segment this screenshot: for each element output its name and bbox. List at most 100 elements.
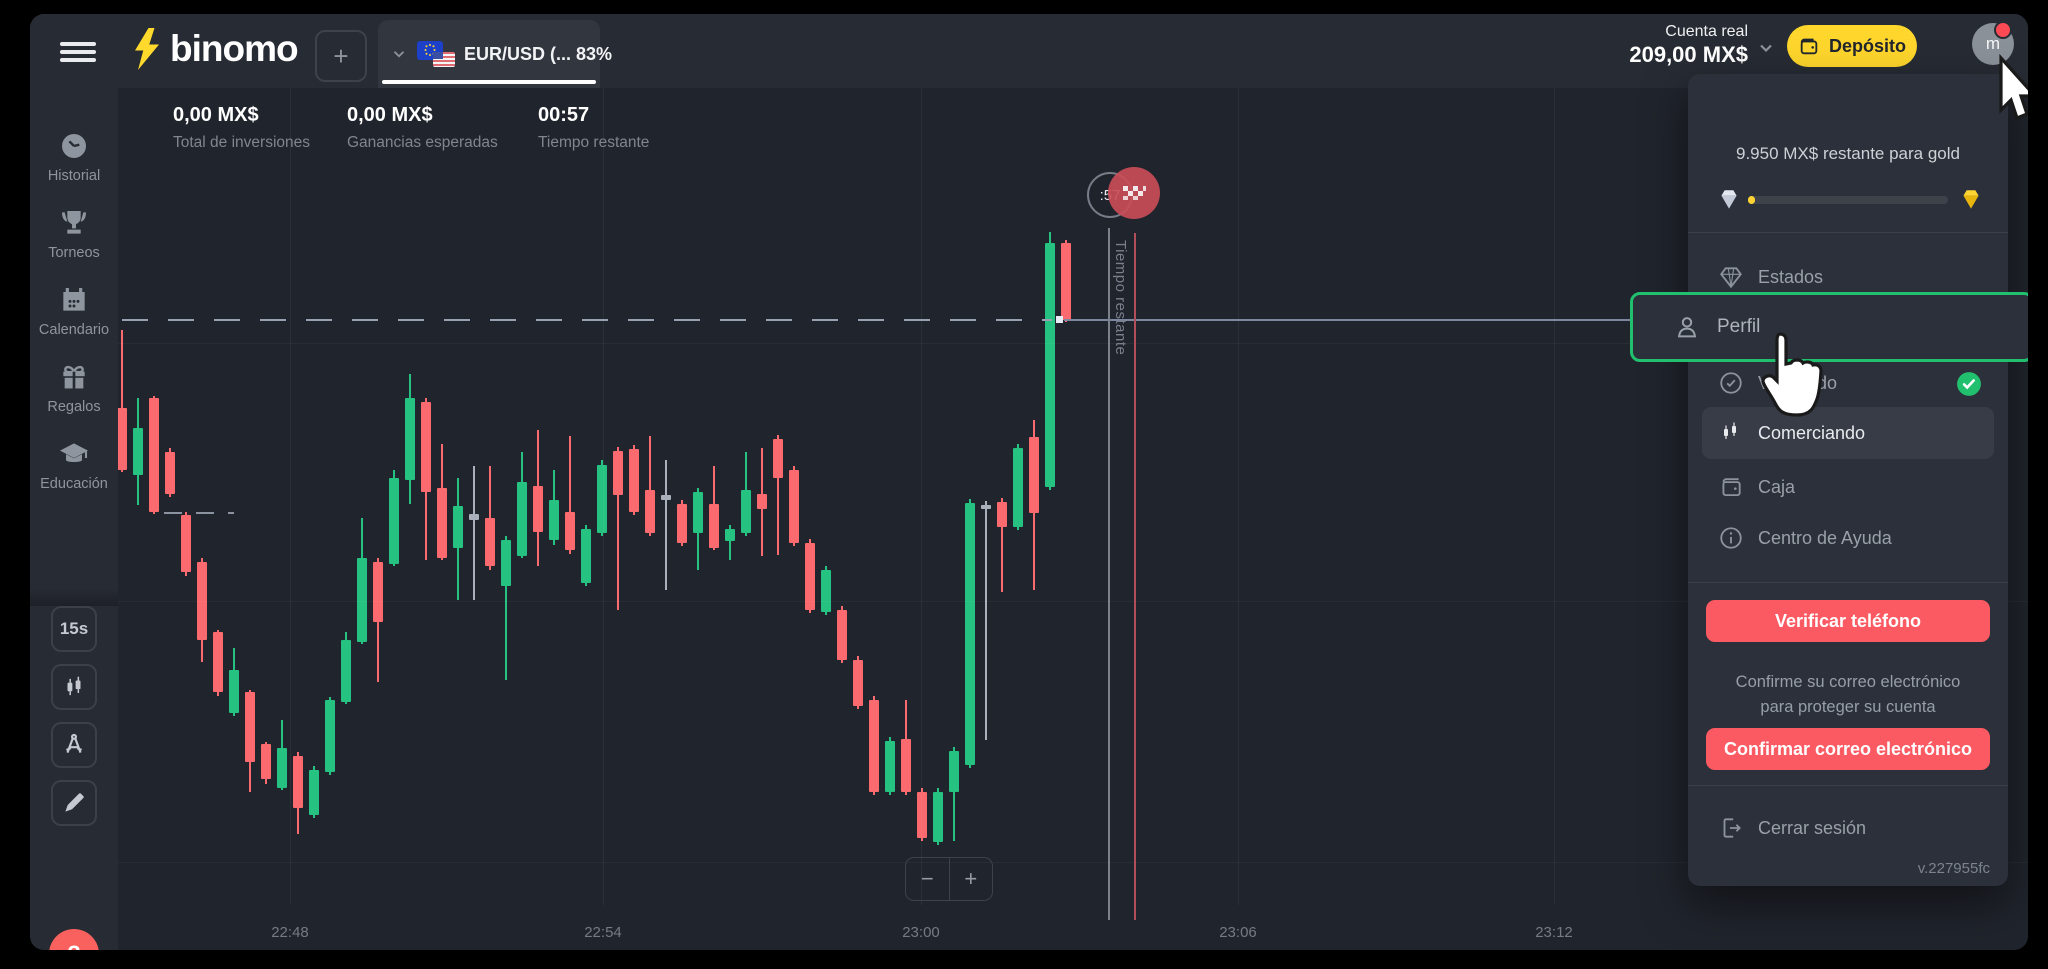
grid-line-vertical — [1238, 88, 1239, 905]
wallet-icon — [1798, 35, 1820, 57]
user-icon — [1673, 313, 1701, 341]
confirm-email-button[interactable]: Confirmar correo electrónico — [1706, 728, 1990, 770]
candle-wick — [761, 448, 763, 556]
grid-line-horizontal — [118, 343, 2028, 344]
candle-wick — [681, 500, 683, 546]
verified-badge-icon — [1956, 371, 1982, 397]
app-window: binomo + EUR/USD (... 83% Cuenta real 20… — [30, 14, 2028, 950]
sidebar-item-torneos[interactable]: Torneos — [30, 199, 118, 271]
candle-wick — [697, 488, 699, 570]
verify-phone-button[interactable]: Verificar teléfono — [1706, 600, 1990, 642]
progress-fill — [1748, 196, 1755, 204]
grid-line-vertical — [290, 88, 291, 905]
profile-menu: 9.950 MX$ restante para gold Estados Ver… — [1688, 74, 2008, 886]
stat-expected-profit: 0,00 MX$ Ganancias esperadas — [347, 104, 498, 151]
left-sidebar: Historial Torneos Calendario Regalos Edu… — [30, 88, 118, 950]
menu-item-centro-de-ayuda[interactable]: Centro de Ayuda — [1688, 514, 2008, 562]
candle-wick — [345, 632, 347, 704]
drawing-button[interactable] — [51, 780, 97, 826]
time-remaining-vertical-label: Tiempo restante — [1112, 240, 1129, 356]
notification-dot — [1994, 21, 2012, 39]
grid-line-horizontal — [118, 862, 2028, 863]
divider — [1688, 232, 2008, 233]
zoom-in-button[interactable]: + — [964, 866, 978, 891]
wallet-icon — [1718, 474, 1744, 500]
stat-time-remaining: 00:57 Tiempo restante — [538, 104, 650, 151]
indicators-button[interactable] — [51, 722, 97, 768]
compass-icon — [61, 732, 87, 758]
candle-wick — [441, 444, 443, 560]
candle-wick — [585, 525, 587, 586]
add-asset-button[interactable]: + — [315, 30, 367, 82]
diamond-icon — [1718, 264, 1744, 290]
info-icon — [1718, 525, 1744, 551]
candle-wick — [169, 448, 171, 497]
candle-wick — [281, 720, 283, 790]
candle-wick — [409, 374, 411, 504]
menu-item-cerrar-sesion[interactable]: Cerrar sesión — [1688, 804, 2008, 852]
candle-wick — [665, 460, 667, 590]
account-type: Cuenta real — [1665, 23, 1748, 40]
sidebar-item-historial[interactable]: Historial — [30, 122, 118, 194]
candle-wick — [841, 606, 843, 663]
grid-line-vertical — [1554, 88, 1555, 905]
sidebar-item-calendario[interactable]: Calendario — [30, 276, 118, 348]
previous-open-marker — [164, 512, 234, 514]
account-balance: 209,00 MX$ — [1629, 42, 1748, 67]
account-selector[interactable]: Cuenta real 209,00 MX$ — [1629, 22, 1748, 69]
candle-wick — [777, 435, 779, 555]
menu-item-comerciando[interactable]: Comerciando — [1702, 407, 1994, 459]
deposit-label: Depósito — [1828, 35, 1906, 56]
candle-wick — [297, 752, 299, 834]
candle-wick — [953, 747, 955, 841]
deposit-button[interactable]: Depósito — [1787, 25, 1917, 67]
clock-icon — [30, 122, 118, 162]
candle-wick — [153, 396, 155, 514]
calendar-icon — [30, 276, 118, 316]
candle-wick — [537, 430, 539, 566]
interval-button[interactable]: 15s — [51, 606, 97, 652]
sidebar-item-educacion[interactable]: Educación — [30, 430, 118, 502]
zoom-out-button[interactable]: − — [906, 858, 950, 900]
candles-icon — [61, 674, 87, 700]
gift-icon — [30, 353, 118, 393]
candle-wick — [137, 398, 139, 505]
chart-type-button[interactable] — [51, 664, 97, 710]
brand-logo[interactable]: binomo — [132, 28, 299, 70]
version-label: v.227955fc — [1917, 860, 1990, 877]
zoom-controls: − + — [905, 857, 993, 901]
cursor-icon — [1999, 54, 2028, 121]
menu-item-caja[interactable]: Caja — [1688, 463, 2008, 511]
purchase-deadline-line — [1108, 228, 1110, 920]
menu-item-perfil[interactable]: Perfil — [1630, 292, 2028, 362]
price-marker-dot — [1056, 316, 1063, 323]
current-price-line — [1064, 319, 2028, 321]
candle-wick — [793, 466, 795, 546]
menu-icon[interactable] — [60, 38, 96, 66]
sidebar-scroll-shadow — [30, 588, 118, 606]
candle-wick — [889, 737, 891, 795]
cursor-icon — [1761, 332, 1823, 417]
help-button[interactable]: ? — [49, 929, 99, 950]
x-axis-tick: 22:48 — [271, 924, 309, 941]
check-circle-icon — [1718, 370, 1744, 396]
menu-item-estados[interactable]: Estados — [1688, 253, 2008, 301]
open-price-dashed-line — [122, 319, 1052, 321]
candle-wick — [377, 558, 379, 682]
progress-track — [1748, 196, 1948, 204]
sidebar-item-regalos[interactable]: Regalos — [30, 353, 118, 425]
asset-tab[interactable]: EUR/USD (... 83% — [378, 20, 612, 88]
x-axis-tick: 23:00 — [902, 924, 940, 941]
candle-wick — [921, 788, 923, 841]
avatar[interactable]: m — [1972, 21, 2014, 65]
candle-wick — [1065, 240, 1067, 322]
account-chevron-icon[interactable] — [1756, 38, 1776, 58]
expiration-line — [1134, 233, 1136, 920]
grid-line-vertical — [921, 88, 922, 905]
candle-wick — [649, 436, 651, 536]
candle-wick — [985, 501, 987, 740]
candle-wick — [361, 518, 363, 644]
candle-wick — [553, 470, 555, 545]
candle-wick — [505, 536, 507, 680]
candle-wick — [905, 700, 907, 795]
